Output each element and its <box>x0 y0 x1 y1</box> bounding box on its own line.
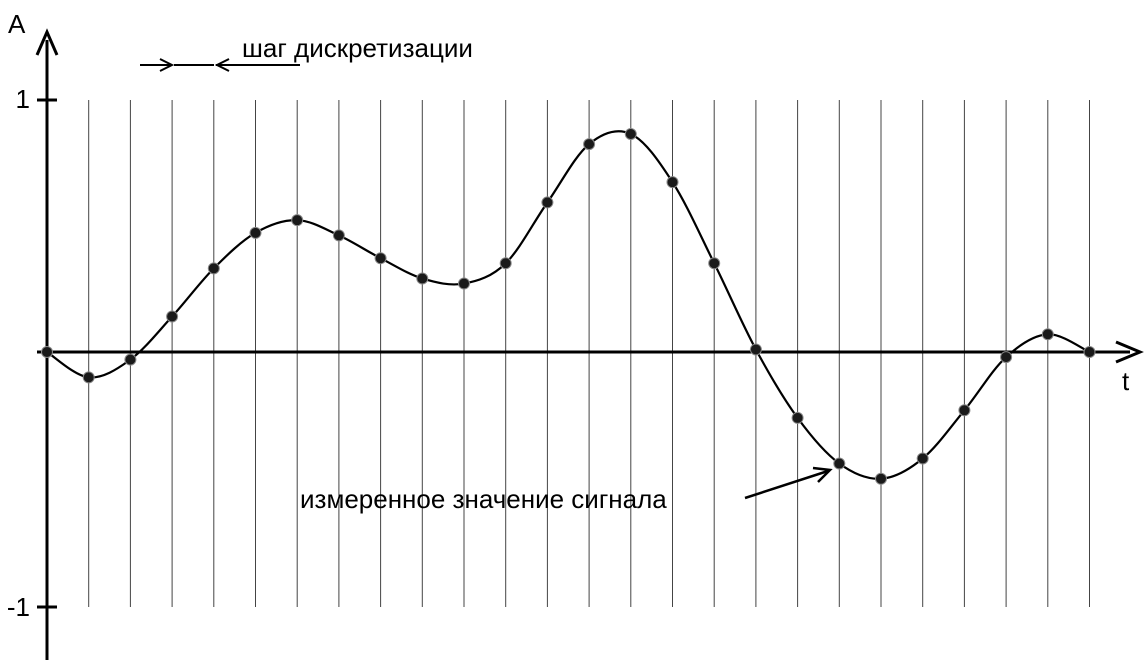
x-axis-arrowhead <box>1115 340 1144 364</box>
sample-point <box>499 257 512 270</box>
sample-points <box>41 127 1096 485</box>
x-axis-label: t <box>1122 366 1130 396</box>
measured-value-label: измеренное значение сигнала <box>300 484 667 514</box>
sample-point <box>916 452 929 465</box>
sample-point <box>708 257 721 270</box>
sample-point <box>1041 328 1054 341</box>
sample-point <box>82 371 95 384</box>
sample-point <box>249 226 262 239</box>
sample-point <box>958 404 971 417</box>
y-tick-label-1: 1 <box>16 84 30 114</box>
sample-point <box>666 176 679 189</box>
sample-point <box>124 353 137 366</box>
sample-point <box>332 229 345 242</box>
sample-point <box>875 472 887 485</box>
y-tick-label-minus-1: -1 <box>7 592 30 622</box>
sample-point <box>541 196 554 209</box>
sample-point <box>583 138 596 151</box>
sampling-step-marker <box>140 58 300 72</box>
sample-point <box>166 310 179 323</box>
y-axis-arrowhead <box>35 28 59 56</box>
sample-point <box>291 214 304 227</box>
sample-point <box>1000 351 1013 364</box>
sample-point <box>749 343 762 356</box>
sample-point <box>1083 346 1096 358</box>
sample-point <box>207 262 220 275</box>
measured-value-arrowhead <box>812 466 833 483</box>
sampling-step-right-arrowhead <box>214 58 230 72</box>
sample-point <box>41 346 53 358</box>
sampling-step-label: шаг дискретизации <box>242 33 473 63</box>
sample-point <box>374 252 387 265</box>
sample-point <box>833 457 846 470</box>
sample-point <box>624 127 637 140</box>
sample-point <box>458 277 470 290</box>
y-axis-label: A <box>8 9 26 39</box>
sample-point <box>416 272 429 285</box>
measured-value-pointer <box>744 469 829 500</box>
sampling-step-left-arrowhead <box>159 58 175 72</box>
signal-curve <box>46 130 1090 480</box>
sample-point <box>791 411 804 424</box>
